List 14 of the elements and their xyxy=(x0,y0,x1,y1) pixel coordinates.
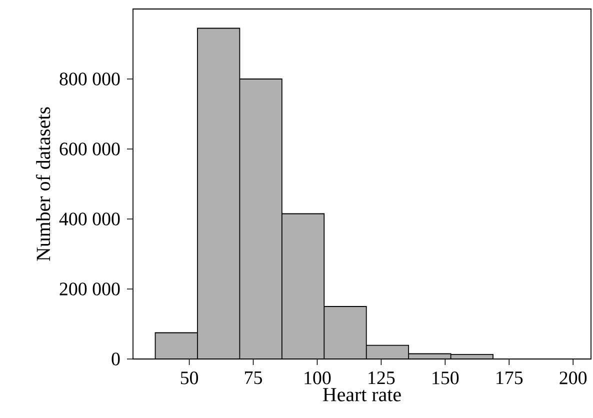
y-tick-label: 0 xyxy=(112,352,120,366)
y-tick-label: 200 000 xyxy=(60,282,120,296)
x-tick-label: 200 xyxy=(560,372,587,384)
y-tick-label: 400 000 xyxy=(59,212,120,226)
x-tick-label: 75 xyxy=(245,372,262,384)
x-tick-label: 50 xyxy=(180,372,198,384)
x-tick-label: 150 xyxy=(432,372,459,384)
y-tick-label: 600 000 xyxy=(60,142,120,156)
y-axis-title: Number of datasets xyxy=(36,107,50,261)
x-tick-label: 100 xyxy=(304,372,331,384)
x-tick-label: 175 xyxy=(496,372,523,384)
y-tick-label: 800 000 xyxy=(60,72,120,86)
x-axis-title: Heart rate xyxy=(323,388,401,402)
x-tick-label: 125 xyxy=(368,372,395,384)
